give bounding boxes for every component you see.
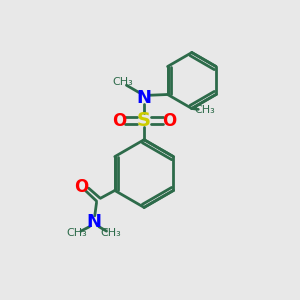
Text: N: N (136, 88, 152, 106)
Text: CH₃: CH₃ (100, 229, 121, 238)
Text: CH₃: CH₃ (195, 105, 215, 115)
Text: CH₃: CH₃ (112, 77, 133, 87)
Text: CH₃: CH₃ (67, 229, 88, 238)
Text: N: N (87, 213, 102, 231)
Text: O: O (112, 112, 126, 130)
Text: S: S (137, 111, 151, 130)
Text: O: O (74, 178, 88, 196)
Text: O: O (162, 112, 176, 130)
